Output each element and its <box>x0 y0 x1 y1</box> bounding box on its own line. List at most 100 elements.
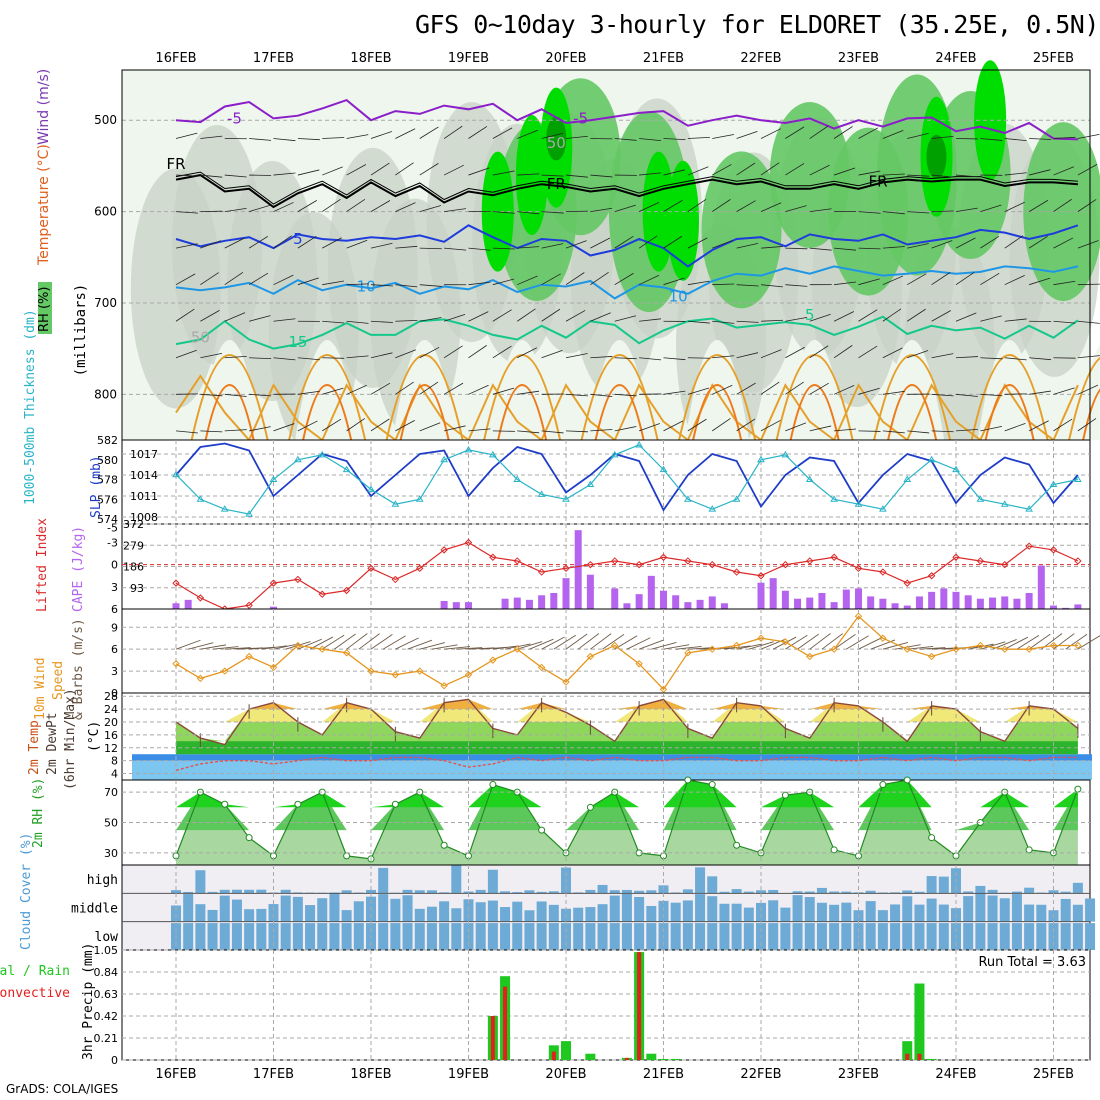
cloud-bar <box>475 923 486 950</box>
wind-barb <box>785 247 808 250</box>
isotherm-line-t_minus5 <box>175 98 1078 141</box>
precip-total-bar <box>646 1053 657 1060</box>
cloud-bar <box>1024 887 1035 894</box>
cloud-bar <box>743 923 754 950</box>
slp-line <box>175 442 1079 512</box>
wind-barb <box>492 387 515 395</box>
lifted-index-line <box>175 541 1079 610</box>
cloud-bar <box>451 908 462 922</box>
wind-barb <box>833 167 856 176</box>
cloud-bar <box>487 923 498 950</box>
wind-barb <box>760 381 780 395</box>
cloud-bar <box>719 923 730 950</box>
cloud-bar <box>829 923 840 950</box>
cloud-bar <box>1072 882 1083 894</box>
wind-barb <box>614 393 637 397</box>
wind-barb <box>224 174 247 178</box>
wind-barb <box>833 345 853 359</box>
wind-speed-marker <box>1049 641 1058 650</box>
date-label-bottom: 18FEB <box>350 1067 391 1082</box>
li-marker <box>586 560 595 569</box>
wind-barb <box>200 430 223 433</box>
wind-barb <box>736 418 756 432</box>
wind-speed-marker <box>903 645 911 653</box>
thickness-marker <box>513 475 522 483</box>
cloud-bar <box>1085 898 1096 922</box>
wind-barb <box>907 273 927 286</box>
cloud-bar <box>341 923 352 950</box>
wind-barb <box>541 174 564 177</box>
precip-convective-bar <box>637 952 642 1060</box>
wind-barb <box>736 284 759 287</box>
surface-wind-barb <box>797 633 819 650</box>
cloud-bar <box>646 905 657 922</box>
wind-barb <box>663 169 685 176</box>
isotherm-arch-25 <box>497 384 548 441</box>
wind-barb <box>492 309 512 322</box>
wind-barb <box>833 384 855 395</box>
wind-barb <box>590 429 613 432</box>
wind-barb <box>955 428 978 432</box>
wind-barb <box>175 273 196 286</box>
surface-wind-barb <box>626 637 651 650</box>
thickness-marker <box>927 455 936 463</box>
surface-wind-barb <box>309 636 334 650</box>
li-tick-label: 6 <box>111 603 118 616</box>
cloud-bar <box>695 894 706 922</box>
contour-label: 15 <box>288 333 307 351</box>
surface-wind-barb <box>1004 636 1029 650</box>
wind-barb <box>663 357 686 361</box>
wind-speed-marker <box>586 652 595 661</box>
li-marker <box>659 553 668 561</box>
cloud-bar <box>792 895 803 922</box>
wind-barb <box>517 308 536 322</box>
cloud-bar <box>682 900 693 922</box>
cape-bar <box>1074 604 1082 609</box>
cape-bar <box>623 603 631 609</box>
cloud-bar <box>317 898 328 922</box>
li-marker <box>196 594 205 602</box>
cloud-bar <box>256 889 267 894</box>
warm-surface-area <box>295 340 360 440</box>
cloud-bar <box>841 902 852 922</box>
cloud-bar <box>804 891 815 894</box>
date-label-top: 16FEB <box>155 51 196 66</box>
slp-axis-label: SLP (mb) <box>89 455 104 518</box>
wind-barb <box>468 126 488 139</box>
cape-bar <box>830 602 838 609</box>
cape-bar <box>891 603 899 609</box>
wind-barb <box>1077 240 1099 249</box>
wind-barb <box>639 318 662 322</box>
wind-barb <box>444 247 467 251</box>
wind-barb <box>249 393 272 397</box>
rh2m-area <box>176 780 1078 865</box>
wind-barb <box>1004 318 1027 322</box>
wind-speed-marker <box>245 652 253 661</box>
surface-wind-barb <box>431 644 458 650</box>
surface-wind-barb <box>382 635 406 650</box>
wind-barb <box>834 281 857 286</box>
cloud-bar <box>536 891 547 894</box>
cloud-bar <box>987 889 998 894</box>
cloud-bar <box>414 923 425 950</box>
wind-barb <box>785 316 808 322</box>
wind-barb <box>614 272 634 286</box>
cloud-bar <box>292 896 303 922</box>
wind-speed-marker <box>1025 645 1033 653</box>
wind-speed-marker <box>659 685 668 694</box>
rh2m-marker <box>221 800 229 808</box>
wind-barb <box>273 202 294 212</box>
thickness-marker <box>342 465 351 473</box>
wind-barb <box>565 393 588 397</box>
wind-speed-marker <box>172 660 180 668</box>
surface-wind-barb <box>614 635 638 650</box>
isotherm-arch-25 <box>302 384 353 441</box>
wind-barb <box>882 390 905 395</box>
surface-wind-barb <box>809 633 831 650</box>
wind-speed-marker <box>367 667 375 675</box>
wind-barb <box>736 320 759 323</box>
wind-barb <box>419 346 440 359</box>
li-marker <box>367 564 375 573</box>
cloud-bar <box>1048 890 1059 894</box>
cape-bar <box>818 593 826 609</box>
